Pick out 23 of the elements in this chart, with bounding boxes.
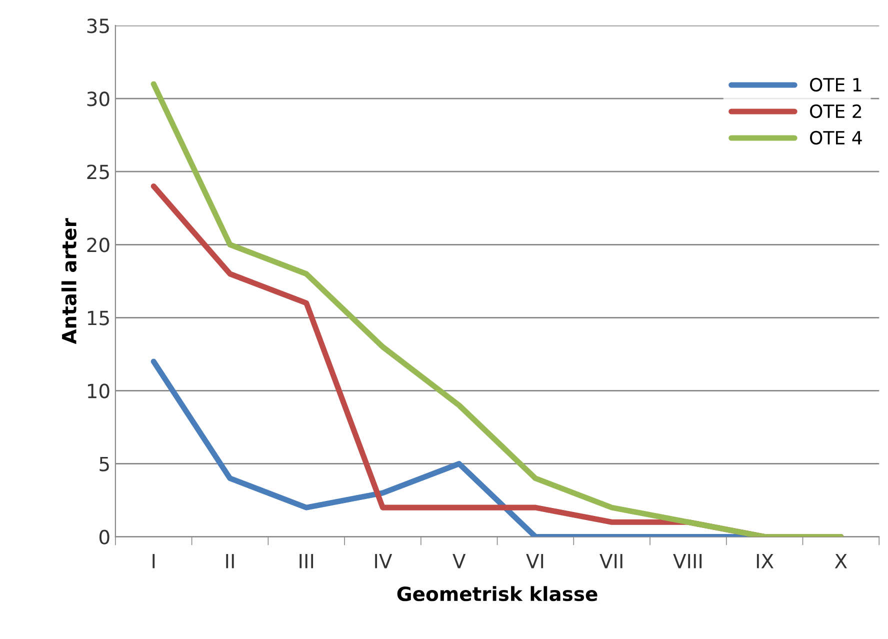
x-tick-label: IX xyxy=(756,554,774,568)
x-tick-label: II xyxy=(226,554,234,568)
y-tick-label: 10 xyxy=(88,384,110,398)
x-tick-label: VII xyxy=(600,554,622,568)
legend-label: OTE 2 xyxy=(810,104,862,118)
x-tick-label: VI xyxy=(526,554,544,568)
y-axis-title: Antall arter xyxy=(61,218,77,344)
y-tick-label: 35 xyxy=(87,18,109,34)
y-tick-label: 30 xyxy=(87,92,110,106)
x-tick-label: X xyxy=(834,554,847,568)
legend-label: OTE 4 xyxy=(810,130,862,145)
x-tick-label: VIII xyxy=(673,554,702,568)
y-tick-label: 0 xyxy=(99,530,110,544)
x-tick-label: III xyxy=(300,554,314,568)
y-tick-label: 20 xyxy=(87,238,110,252)
y-tick-label: 15 xyxy=(88,310,109,326)
x-tick-label: V xyxy=(452,554,466,568)
x-tick-label: I xyxy=(152,554,155,568)
legend-label: OTE 1 xyxy=(810,78,862,92)
y-tick-label: 25 xyxy=(87,164,109,180)
y-tick-label: 5 xyxy=(100,456,109,472)
x-tick-label: IV xyxy=(375,554,392,568)
x-axis-title: Geometrisk klasse xyxy=(397,586,598,602)
